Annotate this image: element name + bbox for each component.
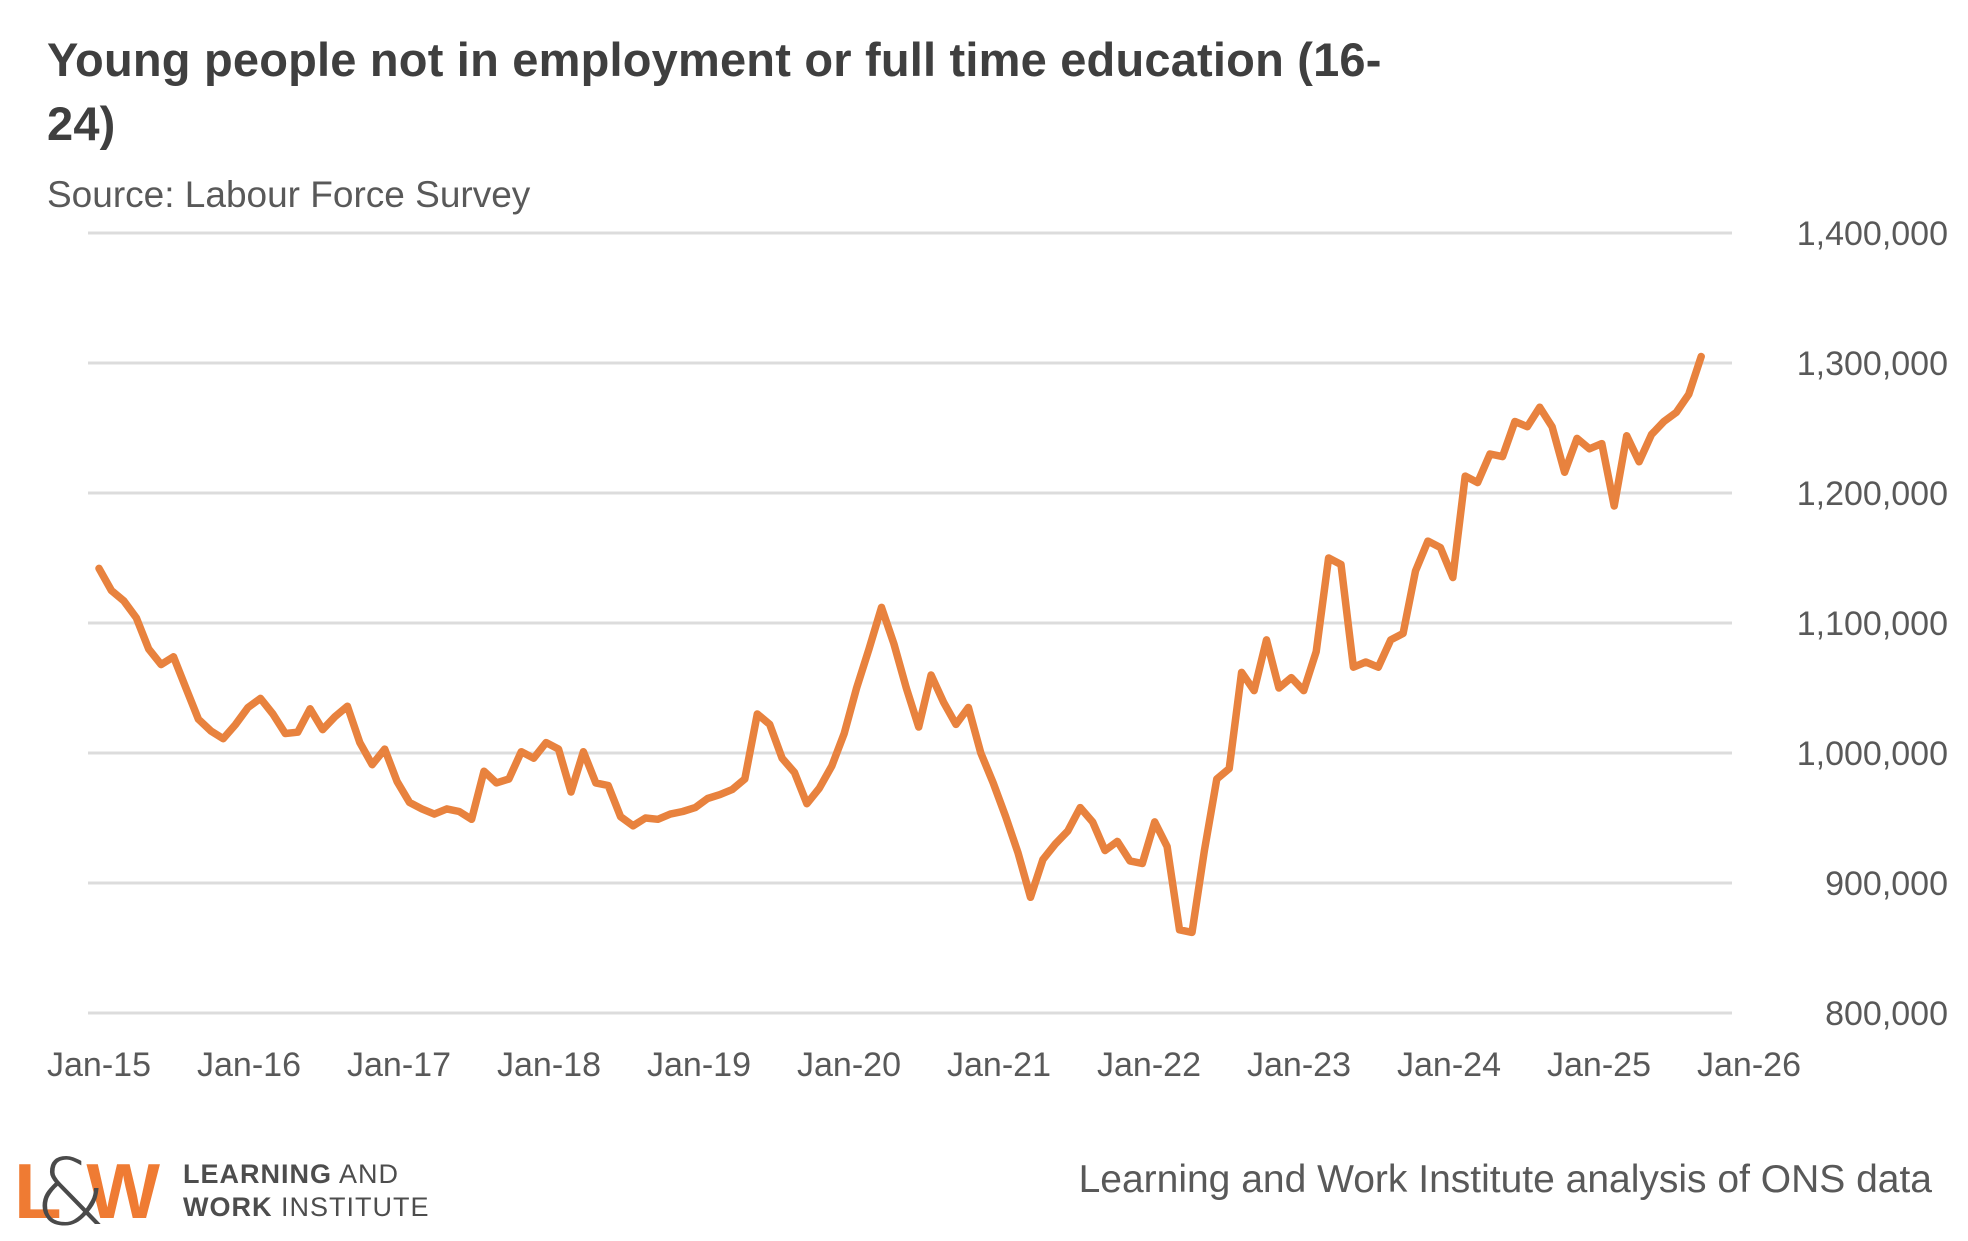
y-tick-label: 1,300,000 xyxy=(1797,345,1948,383)
attribution-text: Learning and Work Institute analysis of … xyxy=(1078,1158,1932,1201)
y-tick-label: 1,200,000 xyxy=(1797,475,1948,513)
lw-logo: L & W LEARNING AND WORK INSTITUTE xyxy=(14,1139,430,1241)
x-tick-label: Jan-19 xyxy=(647,1046,751,1084)
x-tick-label: Jan-17 xyxy=(347,1046,451,1084)
source-label: Source: Labour Force Survey xyxy=(47,174,531,215)
logo-letter-w: W xyxy=(86,1147,160,1235)
logo-text-institute: INSTITUTE xyxy=(272,1192,430,1222)
lw-logo-mark: L & W xyxy=(14,1139,160,1241)
lw-logo-text: LEARNING AND WORK INSTITUTE xyxy=(183,1158,429,1224)
x-tick-label: Jan-20 xyxy=(797,1046,901,1084)
y-tick-label: 1,000,000 xyxy=(1797,735,1948,773)
logo-letter-l: L xyxy=(14,1147,62,1235)
x-tick-label: Jan-16 xyxy=(197,1046,301,1084)
x-tick-label: Jan-18 xyxy=(497,1046,601,1084)
x-tick-label: Jan-26 xyxy=(1697,1046,1801,1084)
y-tick-label: 1,100,000 xyxy=(1797,605,1948,643)
x-tick-label: Jan-24 xyxy=(1397,1046,1501,1084)
y-tick-label: 900,000 xyxy=(1825,865,1948,903)
x-tick-label: Jan-21 xyxy=(947,1046,1051,1084)
logo-text-line2: WORK INSTITUTE xyxy=(183,1191,429,1224)
y-tick-label: 1,400,000 xyxy=(1797,215,1948,253)
x-tick-label: Jan-22 xyxy=(1097,1046,1201,1084)
logo-text-work: WORK xyxy=(183,1192,273,1222)
neet-series-line xyxy=(95,352,1705,937)
x-tick-label: Jan-15 xyxy=(47,1046,151,1084)
logo-text-line1: LEARNING AND xyxy=(183,1158,429,1191)
logo-ampersand-icon: & xyxy=(34,1139,107,1241)
chart-title-line1: Young people not in employment or full t… xyxy=(47,33,1382,86)
x-tick-label: Jan-23 xyxy=(1247,1046,1351,1084)
chart-title-line2: 24) xyxy=(47,97,116,150)
y-tick-label: 800,000 xyxy=(1825,995,1948,1033)
logo-text-and: AND xyxy=(332,1159,400,1189)
logo-text-learning: LEARNING xyxy=(183,1159,333,1189)
x-tick-label: Jan-25 xyxy=(1547,1046,1651,1084)
chart-title: Young people not in employment or full t… xyxy=(47,28,1747,156)
